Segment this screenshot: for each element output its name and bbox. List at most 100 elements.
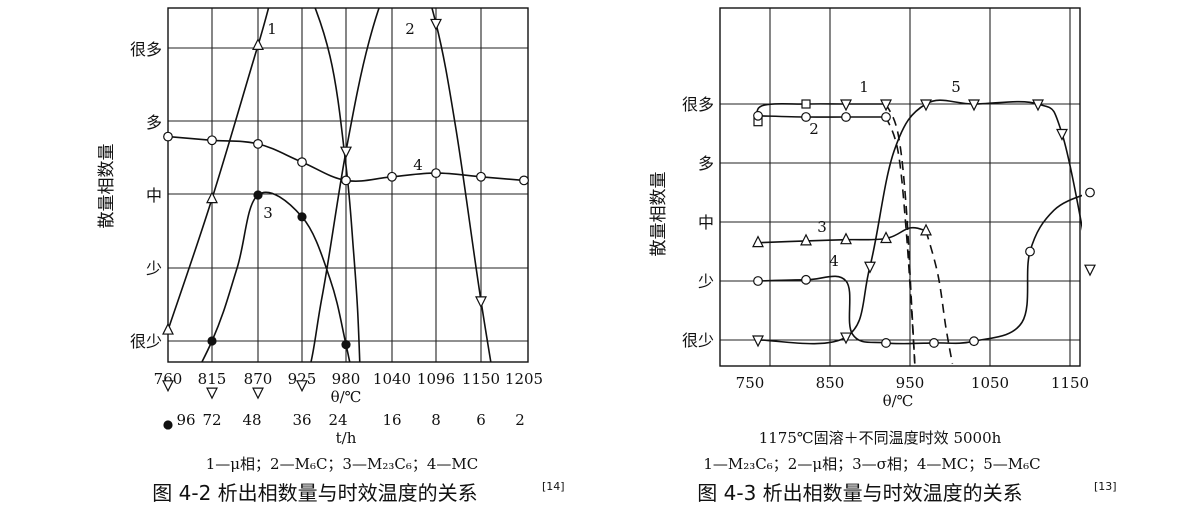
x2-tick-label: 2 [515,411,525,429]
x2-tick-label: 48 [242,411,261,429]
x-tick-label: 1150 [462,370,500,388]
x2-tick-label: 8 [431,411,441,429]
series-2-line [757,115,886,118]
series-2-marker [801,112,811,122]
x2-tick-label: 6 [476,411,486,429]
series-3-label: 3 [263,204,273,222]
plot-frame [167,7,529,363]
figure-caption: 图 4-3 析出相数量与时效温度的关系 [697,481,1022,505]
series-2-marker [841,112,851,122]
x-tick-label: 925 [288,370,317,388]
x-tick-label: 1150 [1051,374,1089,392]
caption-reference: [13] [1094,480,1117,493]
x-tick-label: 850 [816,374,845,392]
series-3-line [757,226,927,244]
x-tick-label: 750 [736,374,765,392]
series-3-marker [880,231,892,244]
series-4-marker [1085,187,1095,198]
series-5-marker [1084,264,1096,277]
series-1-label: 1 [859,78,869,96]
series-3-marker [297,212,307,222]
series-1-line [756,103,886,122]
series-1-line [167,8,361,362]
series-3-marker [163,420,173,430]
x-axis-title: θ/℃ [331,388,362,406]
series-4-marker [801,274,811,285]
series-1-marker [206,191,218,204]
series-1-marker [801,99,811,109]
x-tick-label: 950 [896,374,925,392]
x-tick-label: 980 [332,370,361,388]
marker-layer [162,18,529,430]
series-4-marker [519,175,529,186]
series-1-marker [252,38,264,50]
y-level-label: 中 [146,186,162,205]
series-2-marker [340,146,352,159]
plot-frame [719,7,1081,367]
y-level-label: 很多 [130,40,162,59]
series-2-dashed-line [885,116,916,364]
figure-caption: 图 4-2 析出相数量与时效温度的关系 [152,481,477,505]
x2-tick-label: 24 [328,411,347,429]
series-2-marker [881,112,891,122]
series-4-marker [431,168,441,179]
x2-tick-label: 36 [292,411,311,429]
x-tick-label: 1050 [971,374,1009,392]
series-4-label: 4 [413,156,423,174]
y-level-label: 很少 [682,331,714,350]
series-1-label: 1 [267,20,277,38]
series-4-marker [341,175,351,186]
series-4-marker [969,336,979,347]
x2-tick-label: 16 [382,411,401,429]
x-tick-label: 1205 [505,370,543,388]
series-3-marker [840,232,852,245]
y-level-label: 很少 [130,332,162,351]
series-4-marker [207,135,217,146]
series-5-marker [864,261,876,274]
x-tick-label: 1040 [373,370,411,388]
series-4-marker [1025,246,1035,257]
y-axis-title: 散量相数量 [649,172,669,257]
series-1-dashed-line [885,103,916,364]
x-tick-label: 870 [244,370,273,388]
x-tick-label: 815 [198,370,227,388]
series-4-marker [297,157,307,168]
series-3-marker [752,235,764,248]
series-4-marker [929,338,939,348]
y-axis-title: 散量相数量 [97,144,117,229]
series-5-label: 5 [951,78,961,96]
series-4-marker [163,131,173,142]
series-5-marker [920,99,932,112]
series-2-line [310,8,492,362]
series-2-marker [162,380,174,393]
series-4-marker [476,171,486,182]
series-1-marker [840,99,852,112]
series-3-marker [800,233,812,246]
y-level-label: 少 [698,272,714,291]
x-axis-title: θ/℃ [883,392,914,410]
y-level-label: 多 [698,154,714,173]
series-1-marker [880,99,892,112]
x2-axis-title: t/h [336,429,357,447]
series-2-marker [430,18,442,31]
series-4-marker [387,171,397,182]
series-2-marker [296,380,308,393]
y-level-label: 少 [146,259,162,278]
grid-lines [168,8,528,362]
series-4-marker [753,276,763,286]
x-tick-label: 1096 [417,370,455,388]
series-3-marker [253,190,263,200]
series-3-marker [341,340,351,350]
series-4-line [757,194,1082,345]
series-3-dashed-line [925,230,954,364]
series-2-marker [252,387,264,400]
series-5-marker [1032,99,1044,112]
y-level-label: 中 [698,213,714,232]
series-3-label: 3 [817,218,827,236]
series-5-marker [752,335,764,348]
x-tick-label: 760 [154,370,183,388]
